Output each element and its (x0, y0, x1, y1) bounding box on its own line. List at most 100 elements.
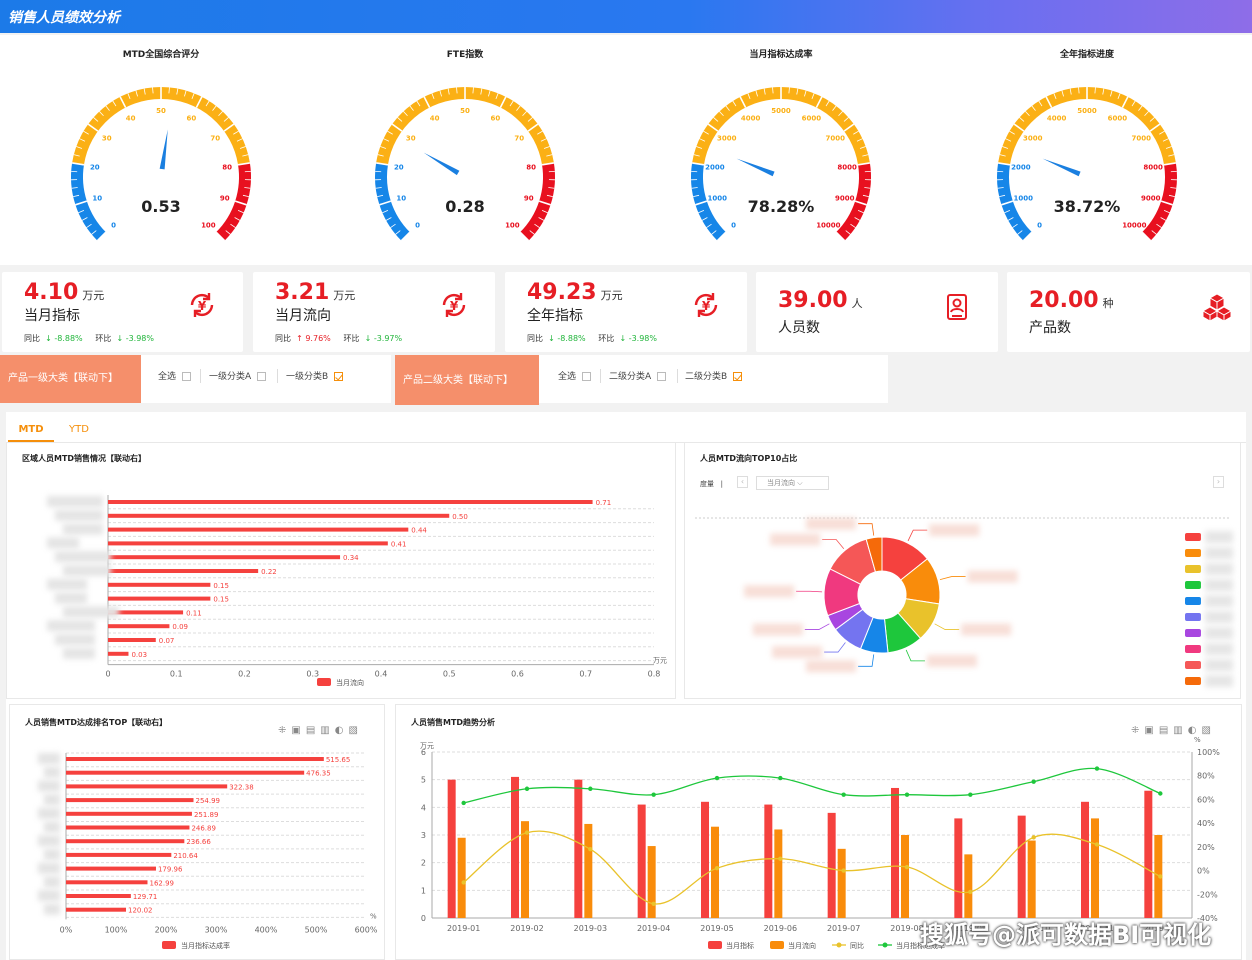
measure-select[interactable]: 当月流向 ⌵ (756, 476, 829, 490)
legend-swatch[interactable] (1185, 677, 1201, 685)
bar-flow[interactable] (837, 848, 846, 918)
achievement-rate-point[interactable] (714, 775, 720, 781)
bar[interactable] (66, 798, 194, 803)
filter-option[interactable]: 一级分类A (209, 369, 267, 382)
legend-swatch[interactable] (1185, 549, 1201, 557)
bar-target[interactable] (1017, 815, 1026, 918)
bar[interactable] (66, 811, 192, 816)
bar-flow[interactable] (1091, 818, 1099, 918)
legend-swatch[interactable] (1185, 597, 1201, 605)
legend-swatch[interactable] (1185, 581, 1201, 589)
prev-arrow-icon[interactable]: ‹ (737, 476, 748, 488)
bar[interactable] (66, 894, 131, 898)
yoy-point[interactable] (1158, 874, 1163, 879)
next-arrow-icon[interactable]: › (1213, 476, 1224, 488)
bar[interactable] (108, 569, 259, 573)
bar[interactable] (108, 527, 409, 532)
bar[interactable] (66, 852, 172, 857)
achievement-rate-point[interactable] (524, 786, 530, 791)
bar-flow[interactable] (711, 826, 719, 918)
legend-swatch[interactable] (1185, 661, 1201, 669)
legend-swatch[interactable] (1185, 533, 1201, 541)
achievement-rate-point[interactable] (968, 792, 973, 797)
bar[interactable] (66, 839, 185, 844)
checkbox[interactable] (182, 372, 192, 381)
legend-swatch[interactable] (1185, 645, 1201, 653)
achievement-rate-line[interactable] (463, 767, 1161, 804)
bar-target[interactable] (574, 779, 583, 918)
bar-target[interactable] (827, 812, 836, 918)
achievement-rate-point[interactable] (904, 792, 910, 797)
bar[interactable] (66, 907, 127, 912)
bar-target[interactable] (954, 818, 963, 918)
bar[interactable] (108, 500, 593, 504)
checkbox[interactable] (582, 372, 592, 381)
bar[interactable] (108, 555, 341, 560)
legend-label[interactable]: 当月流向 (336, 678, 364, 687)
yoy-point[interactable] (714, 866, 720, 871)
bar-flow[interactable] (964, 854, 973, 918)
achievement-rate-point[interactable] (841, 792, 846, 797)
bar[interactable] (66, 757, 324, 761)
legend-label[interactable]: 当月指标 (726, 941, 754, 950)
achievement-rate-point[interactable] (651, 792, 656, 797)
bar-target[interactable] (1144, 790, 1153, 918)
filter-option[interactable]: 全选 (558, 369, 592, 382)
legend-swatch[interactable] (1185, 565, 1201, 573)
bar-target[interactable] (1081, 801, 1089, 918)
yoy-point[interactable] (778, 856, 783, 861)
yoy-point[interactable] (904, 864, 910, 870)
bar-flow[interactable] (584, 823, 593, 918)
bar-target[interactable] (701, 801, 709, 918)
yoy-point[interactable] (968, 889, 973, 895)
bar-target[interactable] (637, 804, 646, 918)
bar[interactable] (108, 541, 388, 546)
yoy-point[interactable] (588, 847, 593, 852)
yoy-point[interactable] (651, 901, 656, 906)
legend-swatch[interactable] (1185, 613, 1201, 621)
bar-flow[interactable] (457, 837, 466, 918)
legend-swatch[interactable] (1185, 629, 1201, 637)
bar[interactable] (66, 770, 305, 775)
yoy-point[interactable] (461, 880, 466, 885)
checkbox-checked[interactable] (733, 372, 743, 381)
bar[interactable] (66, 784, 228, 789)
bar[interactable] (108, 582, 211, 587)
bar-flow[interactable] (901, 835, 909, 918)
bar[interactable] (108, 596, 211, 601)
bar[interactable] (108, 638, 156, 642)
bar-target[interactable] (891, 787, 899, 918)
bar[interactable] (66, 866, 156, 871)
filter-option[interactable]: 一级分类B (286, 369, 344, 382)
bar-flow[interactable] (1027, 840, 1036, 918)
bar-target[interactable] (511, 776, 519, 918)
bar-flow[interactable] (647, 846, 656, 918)
tab-mtd[interactable]: MTD (8, 418, 54, 442)
bar[interactable] (108, 651, 129, 656)
achievement-rate-point[interactable] (1031, 779, 1036, 784)
filter-option[interactable]: 全选 (158, 369, 192, 382)
yoy-line[interactable] (463, 830, 1161, 905)
checkbox[interactable] (257, 372, 267, 381)
bar[interactable] (66, 880, 148, 885)
checkbox-checked[interactable] (334, 372, 344, 381)
yoy-point[interactable] (841, 868, 846, 873)
achievement-rate-point[interactable] (1158, 791, 1163, 796)
bar-flow[interactable] (521, 821, 529, 918)
legend-label[interactable]: 当月流向 (788, 941, 816, 950)
chart-toolbox[interactable]: ⁜▣▤▥◐▧ (1131, 725, 1216, 736)
filter-option[interactable]: 二级分类A (609, 369, 667, 382)
yoy-point[interactable] (524, 830, 530, 835)
legend-label[interactable]: 当月指标达成率 (896, 941, 945, 950)
achievement-rate-point[interactable] (1094, 766, 1100, 771)
chart-toolbox[interactable]: ⁜▣▤▥◐▧ (278, 725, 363, 736)
legend-label[interactable]: 同比 (850, 941, 864, 950)
bar[interactable] (108, 513, 450, 518)
bar[interactable] (108, 624, 170, 629)
tab-ytd[interactable]: YTD (69, 424, 89, 435)
bar[interactable] (108, 610, 184, 615)
achievement-rate-point[interactable] (461, 800, 466, 806)
filter-option[interactable]: 二级分类B (685, 369, 743, 382)
achievement-rate-point[interactable] (778, 775, 783, 781)
bar[interactable] (66, 825, 190, 830)
